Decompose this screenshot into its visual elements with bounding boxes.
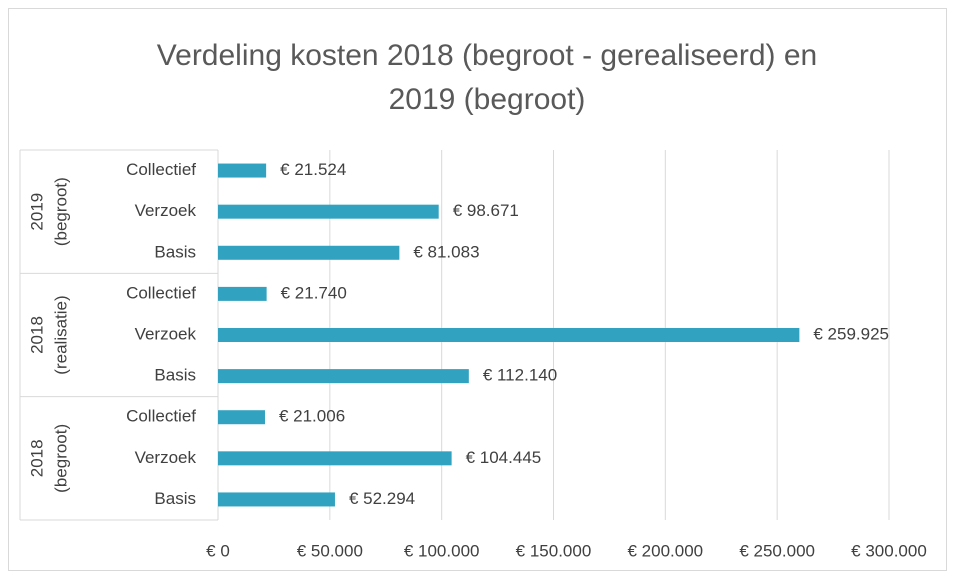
data-label: € 112.140: [483, 366, 557, 385]
data-label: € 52.294: [349, 489, 415, 508]
chart-title: 2019 (begroot): [389, 83, 586, 116]
x-tick-label: € 0: [206, 541, 230, 560]
y-tick-label: Collectief: [126, 283, 196, 302]
data-label: € 98.671: [453, 201, 519, 220]
data-label: € 81.083: [413, 242, 479, 261]
x-tick-label: € 300.000: [851, 541, 927, 560]
data-label: € 104.445: [466, 448, 542, 467]
y-tick-label: Basis: [154, 242, 196, 261]
y-tick-label: Verzoek: [135, 324, 197, 343]
bar: [218, 163, 267, 178]
data-label: € 21.524: [280, 160, 346, 179]
y-tick-label: Basis: [154, 366, 196, 385]
bar: [218, 410, 265, 425]
bar: [218, 328, 800, 342]
bar: [218, 204, 439, 219]
chart-title: Verdeling kosten 2018 (begroot - gereali…: [157, 39, 817, 72]
y-tick-label: Verzoek: [135, 201, 197, 220]
group-label: (begroot): [51, 177, 70, 246]
group-label: 2019: [27, 193, 46, 231]
data-label: € 21.006: [279, 407, 345, 426]
chart-border: [8, 8, 947, 571]
group-label: 2018: [27, 439, 46, 477]
y-tick-label: Basis: [154, 489, 196, 508]
group-label: (begroot): [51, 424, 70, 493]
x-tick-label: € 250.000: [739, 541, 815, 560]
x-tick-label: € 50.000: [297, 541, 363, 560]
group-label: (realisatie): [51, 295, 70, 374]
y-tick-label: Collectief: [126, 160, 196, 179]
bar: [218, 492, 335, 507]
bar: [218, 369, 469, 384]
y-tick-label: Verzoek: [135, 448, 197, 467]
x-tick-label: € 100.000: [404, 541, 480, 560]
bar: [218, 451, 452, 466]
y-tick-label: Collectief: [126, 407, 196, 426]
x-tick-label: € 150.000: [516, 541, 592, 560]
group-label: 2018: [27, 316, 46, 354]
bar: [218, 286, 267, 301]
data-label: € 259.925: [813, 324, 889, 343]
bar: [218, 245, 400, 260]
data-label: € 21.740: [281, 283, 347, 302]
x-tick-label: € 200.000: [628, 541, 704, 560]
